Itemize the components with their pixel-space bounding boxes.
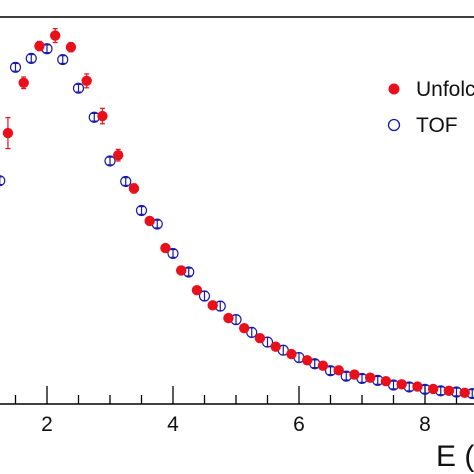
data-point — [412, 381, 423, 392]
data-point — [49, 30, 61, 41]
data-point — [128, 183, 140, 194]
legend-marker-unfolded — [388, 83, 400, 95]
data-point — [175, 265, 187, 276]
data-point — [254, 333, 266, 344]
data-point — [443, 385, 455, 397]
chart-marks — [0, 28, 474, 400]
data-point — [396, 379, 407, 390]
data-point — [167, 247, 179, 260]
data-point — [18, 77, 29, 88]
data-point — [427, 383, 439, 395]
x-tick-label: 8 — [419, 413, 431, 436]
data-point — [238, 322, 250, 334]
data-point — [81, 75, 92, 87]
legend-label-unfolded: Unfolc — [416, 78, 474, 101]
legend: Unfolc TOF — [387, 78, 474, 137]
data-point — [9, 61, 22, 73]
data-point — [57, 53, 69, 66]
x-axis-ticks — [14, 386, 458, 404]
data-point — [144, 215, 155, 227]
x-tick-label: 4 — [167, 413, 179, 436]
data-point — [25, 52, 37, 65]
legend-label-tof: TOF — [416, 114, 458, 137]
data-point — [207, 300, 218, 311]
data-point — [191, 285, 203, 296]
data-point — [317, 360, 329, 371]
data-point — [223, 312, 234, 324]
data-point — [0, 175, 6, 187]
legend-marker-tof — [387, 118, 401, 132]
data-point — [120, 175, 132, 188]
data-point — [104, 155, 116, 167]
data-point — [364, 372, 376, 383]
data-point — [333, 365, 344, 376]
x-axis-label: E ( — [436, 440, 474, 473]
series-unfolded — [2, 28, 470, 398]
x-tick-label: 6 — [293, 413, 305, 436]
data-point — [72, 82, 85, 94]
x-axis-tick-labels: 2 4 6 8 — [41, 413, 431, 436]
data-point — [34, 40, 45, 52]
data-point — [270, 341, 281, 352]
data-point — [65, 41, 77, 53]
data-point — [380, 375, 392, 387]
data-point — [160, 242, 171, 254]
data-point — [349, 369, 360, 380]
data-point — [112, 149, 124, 161]
data-point — [135, 204, 148, 217]
data-point — [198, 290, 211, 302]
x-tick-label: 2 — [41, 413, 53, 436]
data-point — [286, 348, 297, 360]
data-point — [97, 110, 108, 122]
data-point — [301, 355, 313, 366]
data-point — [459, 387, 470, 398]
data-point — [2, 127, 14, 139]
